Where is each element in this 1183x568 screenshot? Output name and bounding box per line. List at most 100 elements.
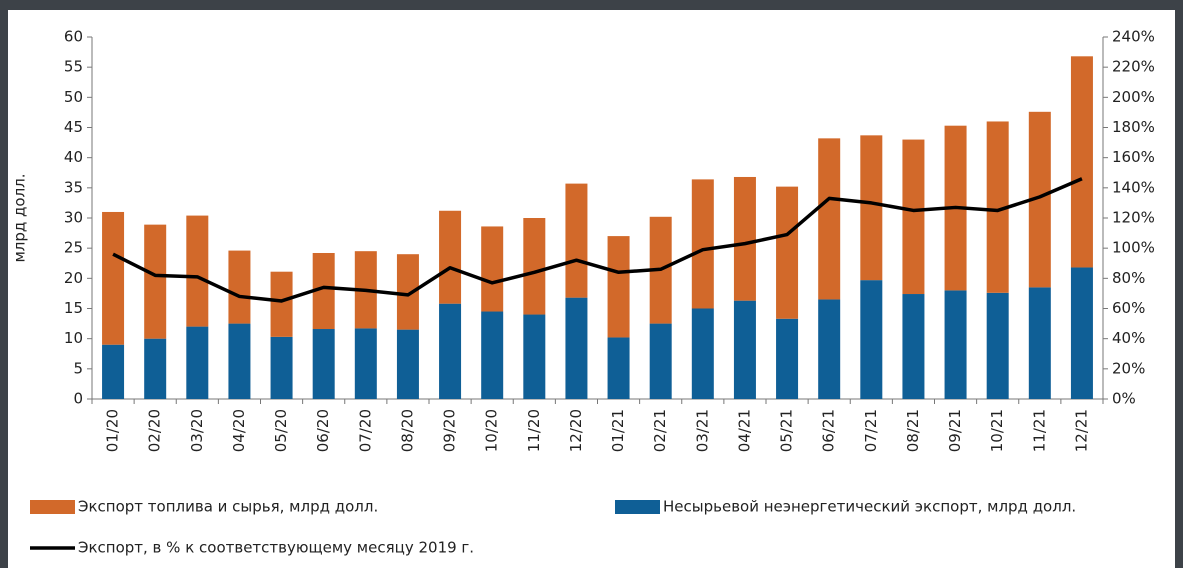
bar-segment	[354, 328, 377, 399]
y2-tick-label: 0%	[1112, 390, 1136, 408]
bar-segment	[312, 329, 335, 399]
bar-segment	[902, 139, 925, 295]
y-tick-label: 40	[64, 148, 83, 166]
bar-segment	[228, 323, 251, 399]
bar-segment	[1028, 111, 1051, 288]
x-tick-label: 01/20	[104, 409, 122, 452]
bar-segment	[439, 303, 462, 399]
y2-tick-label: 100%	[1112, 239, 1155, 257]
line-series	[112, 177, 1083, 303]
x-tick-label: 01/21	[609, 409, 627, 452]
bar-segment	[860, 135, 883, 281]
y2-tick-label: 120%	[1112, 209, 1155, 227]
legend-swatch	[615, 500, 660, 514]
x-tick-label: 10/20	[483, 409, 501, 452]
bar-segment	[733, 176, 756, 301]
y-tick-label: 55	[64, 58, 83, 76]
bar-segment	[607, 337, 630, 399]
bar-segment	[776, 318, 799, 399]
bar-segment	[396, 254, 419, 330]
x-tick-label: 03/20	[188, 409, 206, 452]
legend-label: Экспорт топлива и сырья, млрд долл.	[78, 498, 378, 516]
bar-segment	[649, 323, 672, 399]
y-tick-label: 60	[64, 28, 83, 46]
y-tick-label: 50	[64, 88, 83, 106]
y-tick-label: 25	[64, 239, 83, 257]
bar-segment	[607, 236, 630, 338]
x-tick-label: 08/21	[904, 409, 922, 452]
bar-segment	[481, 226, 504, 312]
y-tick-label: 0	[73, 390, 83, 408]
bar-segment	[102, 211, 125, 345]
bar-segment	[565, 183, 588, 298]
y2-tick-label: 80%	[1112, 269, 1145, 287]
bar-segment	[186, 326, 209, 399]
x-tick-label: 06/20	[314, 409, 332, 452]
y2-tick-label: 220%	[1112, 58, 1155, 76]
legend-label: Экспорт, в % к соответствующему месяцу 2…	[78, 539, 474, 557]
bar-segment	[691, 308, 714, 399]
bar-segment	[144, 338, 167, 399]
x-tick-label: 02/20	[146, 409, 164, 452]
y-tick-label: 15	[64, 299, 83, 317]
bar-segment	[228, 250, 251, 324]
y-tick-label: 5	[73, 359, 83, 377]
bar-segment	[902, 294, 925, 399]
bar-segment	[523, 218, 546, 315]
x-tick-label: 11/21	[1030, 409, 1048, 452]
x-tick-label: 04/21	[735, 409, 753, 452]
y-tick-label: 30	[64, 209, 83, 227]
x-tick-label: 08/20	[398, 409, 416, 452]
x-tick-label: 02/21	[651, 409, 669, 452]
y-tick-label: 35	[64, 178, 83, 196]
y2-tick-label: 200%	[1112, 88, 1155, 106]
x-tick-label: 10/21	[988, 409, 1006, 452]
bar-segment	[818, 138, 841, 300]
x-tick-label: 05/20	[272, 409, 290, 452]
bar-segment	[691, 179, 714, 309]
bar-segment	[102, 344, 125, 399]
bar-segment	[944, 290, 967, 399]
bar-segment	[481, 311, 504, 399]
y2-tick-label: 180%	[1112, 118, 1155, 136]
bar-segment	[860, 280, 883, 399]
y2-tick-label: 240%	[1112, 28, 1155, 46]
bar-segment	[818, 299, 841, 399]
bar-segment	[733, 300, 756, 399]
x-tick-label: 12/21	[1072, 409, 1090, 452]
x-tick-label: 04/20	[230, 409, 248, 452]
y2-tick-label: 160%	[1112, 148, 1155, 166]
y2-tick-label: 40%	[1112, 329, 1145, 347]
bar-segment	[986, 121, 1009, 293]
x-tick-label: 07/21	[862, 409, 880, 452]
y-tick-label: 45	[64, 118, 83, 136]
bar-segment	[186, 215, 209, 327]
bar-segment	[144, 224, 167, 339]
x-tick-label: 06/21	[820, 409, 838, 452]
legend-swatch	[30, 500, 75, 514]
x-tick-label: 12/20	[567, 409, 585, 452]
x-tick-label: 09/21	[946, 409, 964, 452]
bar-segment	[523, 314, 546, 399]
x-tick-label: 11/20	[525, 409, 543, 452]
y2-tick-label: 60%	[1112, 299, 1145, 317]
bar-segment	[270, 271, 293, 337]
y-tick-label: 20	[64, 269, 83, 287]
bar-segment	[439, 210, 462, 304]
bar-segment	[1070, 56, 1093, 268]
bar-segment	[270, 336, 293, 399]
bar-segment	[312, 252, 335, 330]
y2-tick-label: 20%	[1112, 359, 1145, 377]
bar-segment	[1070, 267, 1093, 399]
x-tick-label: 09/20	[441, 409, 459, 452]
y-axis-label: млрд долл.	[11, 173, 29, 262]
bar-segment	[776, 186, 799, 319]
x-tick-label: 07/20	[356, 409, 374, 452]
legend-label: Несырьевой неэнергетический экспорт, млр…	[663, 498, 1076, 516]
bar-segment	[396, 329, 419, 399]
y2-tick-label: 140%	[1112, 178, 1155, 196]
bar-segment	[986, 292, 1009, 399]
bar-segment	[565, 297, 588, 399]
